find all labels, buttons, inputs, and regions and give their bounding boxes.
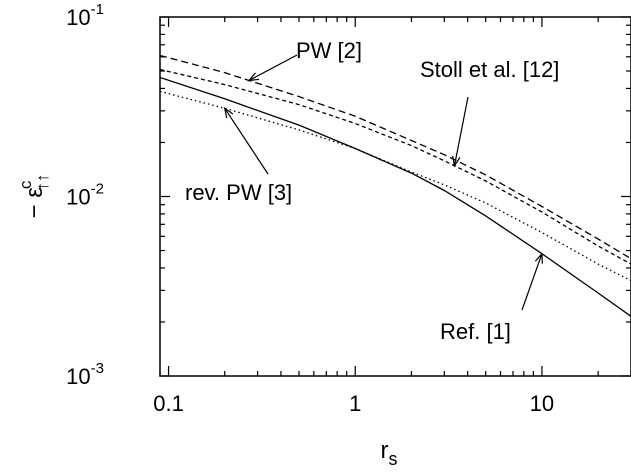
y-tick-label-base: 10 <box>66 5 90 30</box>
annotation-arrow-line <box>248 54 298 82</box>
x-tick-label-text: 1 <box>349 391 361 416</box>
series-line-0 <box>160 76 631 317</box>
axis-ticks <box>159 16 631 377</box>
x-axis-label-main: r <box>381 437 389 464</box>
y-tick-label-exp: -1 <box>91 1 104 18</box>
annotation-arrowhead <box>247 72 260 82</box>
y-axis-label-sup: c <box>16 180 35 189</box>
y-axis-label: − εc↑↑ <box>16 174 52 219</box>
annotation-arrow-line <box>453 96 469 166</box>
series-lines <box>160 54 631 317</box>
y-tick-label-exp: -2 <box>91 181 104 198</box>
x-tick-label-text: 0.1 <box>153 391 184 416</box>
annotation-label: Ref. [1] <box>440 319 511 344</box>
annotation-arrow-line <box>224 107 269 175</box>
x-axis-label: rs <box>381 437 398 469</box>
annotation-arrowhead <box>452 155 461 168</box>
svg-text:− εc↑↑: − εc↑↑ <box>16 174 52 219</box>
x-tick-label: 1 <box>349 391 361 416</box>
y-axis-label-main: − ε <box>21 187 48 219</box>
x-axis-label-sub: s <box>389 449 398 469</box>
annotation-label-text: Ref. [1] <box>440 319 511 344</box>
y-tick-label-base: 10 <box>66 185 90 210</box>
x-tick-label: 0.1 <box>153 391 184 416</box>
annotation-label-text: PW [2] <box>296 38 362 63</box>
series-line-3 <box>160 54 631 260</box>
annotation-label: rev. PW [3] <box>185 180 292 205</box>
annotation-arrowhead <box>534 252 543 264</box>
y-tick-label: 10-1 <box>66 1 104 30</box>
annotations: PW [2] Stoll et al. [12] rev. PW [3] Ref. [… <box>185 38 559 344</box>
annotation-label: Stoll et al. [12] <box>420 57 559 82</box>
series-line-2 <box>160 68 631 265</box>
y-tick-label-base: 10 <box>66 364 90 389</box>
y-tick-label: 10-3 <box>66 360 104 389</box>
y-tick-label-exp: -3 <box>91 360 104 377</box>
annotation-label-text: rev. PW [3] <box>185 180 292 205</box>
annotation-label: PW [2] <box>296 38 362 63</box>
x-tick-label: 10 <box>530 391 554 416</box>
annotation-label-text: Stoll et al. [12] <box>420 57 559 82</box>
y-axis-label-sub: ↑↑ <box>33 174 52 191</box>
annotation-arrowhead <box>223 106 234 119</box>
y-tick-label: 10-2 <box>66 181 104 210</box>
annotation-arrow-line <box>521 253 543 311</box>
x-tick-label-text: 10 <box>530 391 554 416</box>
